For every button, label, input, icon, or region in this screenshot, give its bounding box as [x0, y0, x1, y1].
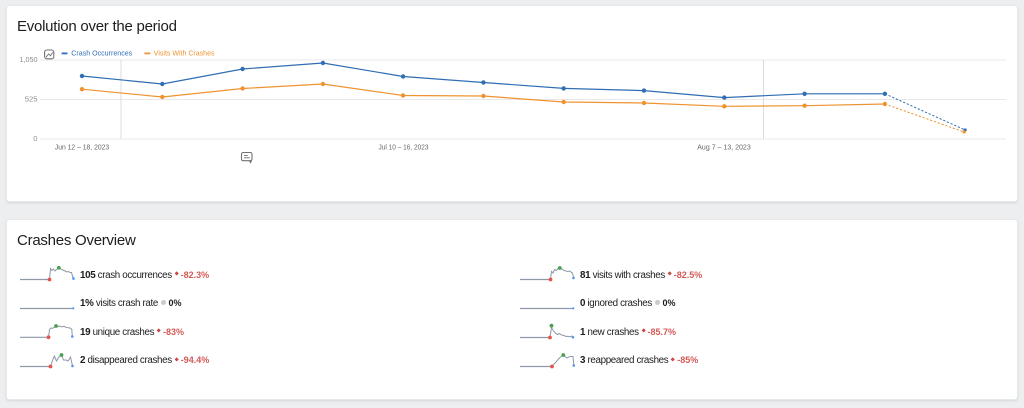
svg-text:Jul 10 – 16, 2023: Jul 10 – 16, 2023	[379, 143, 429, 152]
svg-text:Crash Occurrences: Crash Occurrences	[71, 49, 132, 58]
svg-text:525: 525	[25, 95, 38, 104]
svg-text:Aug 7 – 13, 2023: Aug 7 – 13, 2023	[697, 143, 751, 152]
svg-text:1,050: 1,050	[20, 55, 38, 64]
svg-text:0: 0	[33, 134, 37, 143]
svg-text:Jun 12 – 18, 2023: Jun 12 – 18, 2023	[55, 143, 109, 152]
svg-text:Visits With Crashes: Visits With Crashes	[154, 49, 215, 58]
